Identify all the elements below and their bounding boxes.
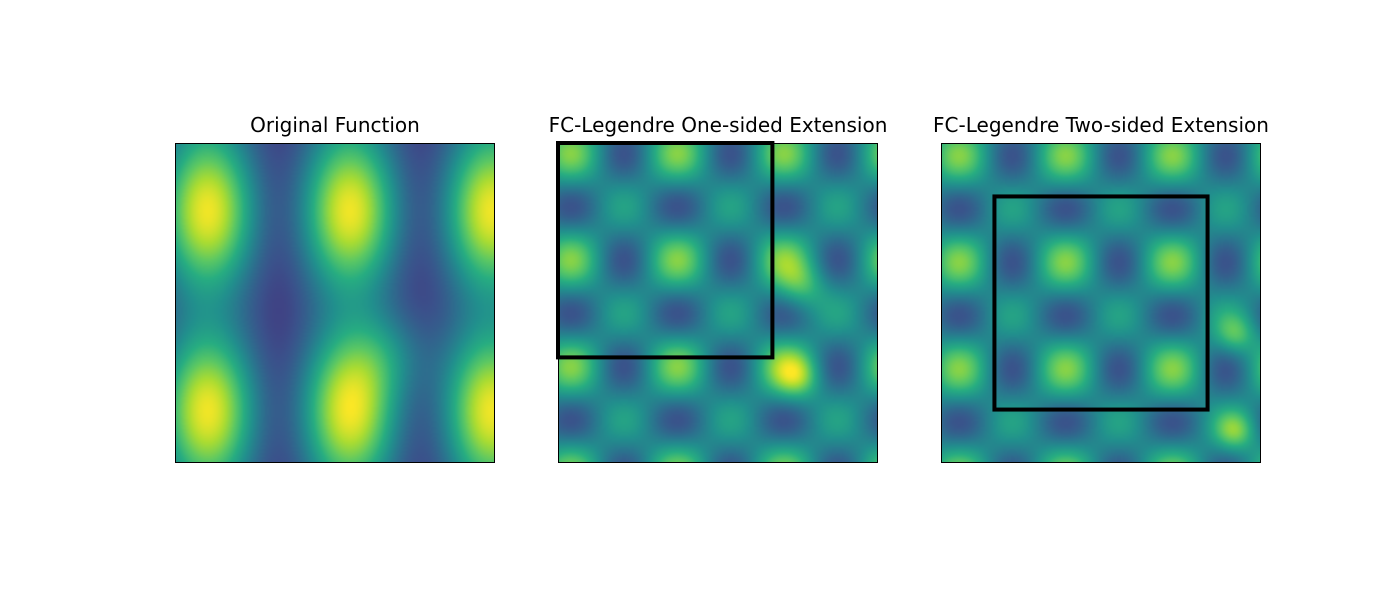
axes-frame xyxy=(941,143,1261,463)
heatmap-panel-original xyxy=(175,143,495,463)
heatmap-panel-two-sided xyxy=(941,143,1261,463)
domain-overlay-one-sided xyxy=(556,141,775,360)
domain-boundary-box xyxy=(556,141,775,360)
domain-overlay-two-sided xyxy=(992,194,1210,412)
heatmap-panel-one-sided xyxy=(556,141,878,463)
panel-title-one-sided: FC-Legendre One-sided Extension xyxy=(548,113,888,137)
axes-frame xyxy=(175,143,495,463)
heatmap-one-sided xyxy=(558,143,878,463)
panel-title-original: Original Function xyxy=(250,113,420,137)
panel-title-two-sided: FC-Legendre Two-sided Extension xyxy=(933,113,1269,137)
heatmap-original xyxy=(175,143,495,463)
domain-boundary-box xyxy=(992,194,1210,412)
